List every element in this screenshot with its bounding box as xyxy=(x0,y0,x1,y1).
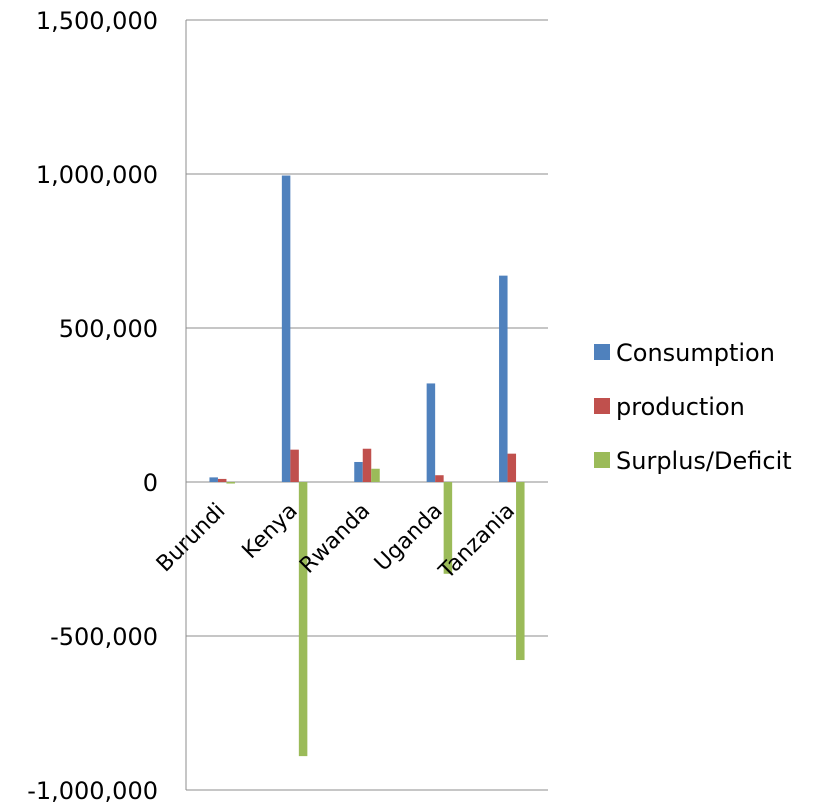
y-tick-label: 500,000 xyxy=(59,315,158,343)
legend-swatch xyxy=(594,452,610,468)
bar-production-burundi xyxy=(217,478,227,482)
y-tick-label: 1,000,000 xyxy=(36,161,158,189)
bars xyxy=(209,175,525,757)
bar-surplus-deficit-kenya xyxy=(298,482,308,757)
legend-label: Surplus/Deficit xyxy=(616,447,792,475)
bar-surplus-deficit-uganda xyxy=(443,482,453,574)
legend-label: Consumption xyxy=(616,339,775,367)
y-tick-label: -1,000,000 xyxy=(27,777,158,805)
y-tick-label: 0 xyxy=(143,469,158,497)
x-tick-label: Burundi xyxy=(152,499,231,578)
y-tick-label: 1,500,000 xyxy=(36,7,158,35)
legend-swatch xyxy=(594,344,610,360)
bar-consumption-kenya xyxy=(281,175,291,483)
bar-surplus-deficit-rwanda xyxy=(371,468,380,482)
bar-consumption-uganda xyxy=(426,383,436,482)
y-axis: 1,500,000 1,000,000 500,000 0 -500,000 -1,000… xyxy=(27,7,187,805)
bar-production-uganda xyxy=(435,475,444,482)
legend-label: production xyxy=(616,393,745,421)
bar-production-rwanda xyxy=(362,448,372,482)
legend: Consumption production Surplus/Deficit xyxy=(594,339,792,475)
bar-consumption-tanzania xyxy=(499,275,508,482)
gridlines xyxy=(186,19,548,791)
legend-swatch xyxy=(594,398,610,414)
bar-production-kenya xyxy=(290,449,299,482)
y-tick-label: -500,000 xyxy=(50,623,158,651)
bar-surplus-deficit-burundi xyxy=(226,482,235,484)
x-tick-label: Kenya xyxy=(238,499,303,564)
bar-consumption-rwanda xyxy=(354,461,363,482)
bar-surplus-deficit-tanzania xyxy=(516,482,525,661)
bar-consumption-burundi xyxy=(209,477,218,482)
bar-production-tanzania xyxy=(507,453,517,482)
